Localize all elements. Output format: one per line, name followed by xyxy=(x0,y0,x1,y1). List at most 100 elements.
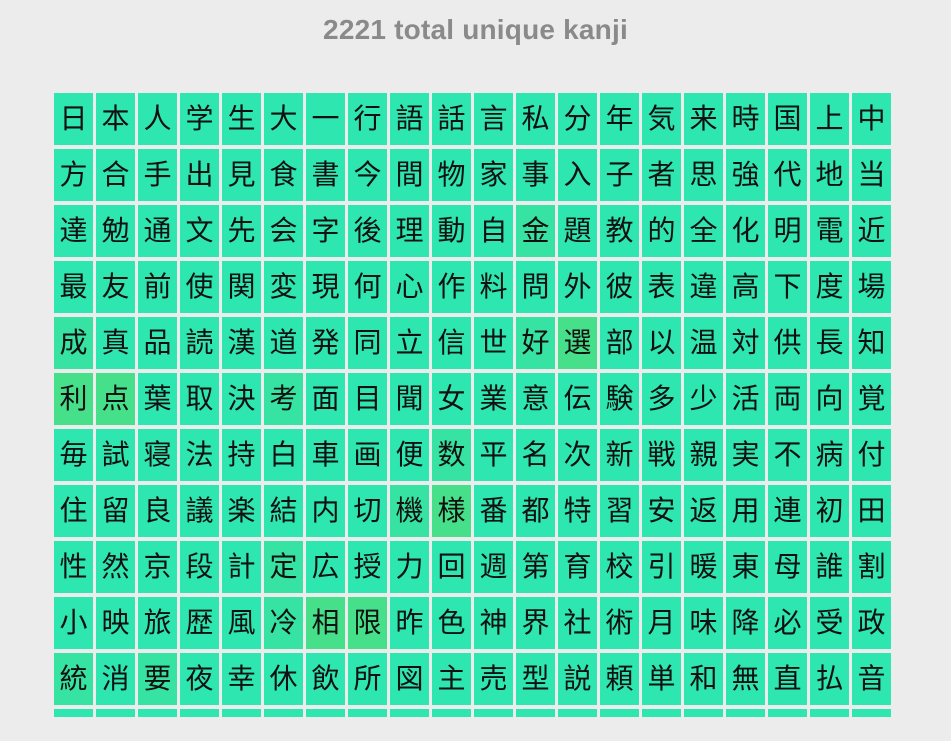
kanji-tile[interactable]: 多 xyxy=(642,373,681,425)
kanji-tile[interactable]: 上 xyxy=(810,93,849,145)
kanji-tile[interactable]: 業 xyxy=(474,373,513,425)
kanji-tile[interactable]: 場 xyxy=(852,261,891,313)
kanji-tile[interactable]: 験 xyxy=(600,373,639,425)
kanji-tile[interactable]: 社 xyxy=(558,597,597,649)
kanji-tile[interactable]: 出 xyxy=(180,149,219,201)
kanji-tile[interactable]: 子 xyxy=(600,149,639,201)
kanji-tile-partial[interactable] xyxy=(54,709,93,717)
kanji-tile[interactable]: 料 xyxy=(474,261,513,313)
kanji-tile[interactable]: 利 xyxy=(54,373,93,425)
kanji-tile[interactable]: 真 xyxy=(96,317,135,369)
kanji-tile[interactable]: 平 xyxy=(474,429,513,481)
kanji-tile[interactable]: 映 xyxy=(96,597,135,649)
kanji-tile[interactable]: 幸 xyxy=(222,653,261,705)
kanji-tile[interactable]: 番 xyxy=(474,485,513,537)
kanji-tile-partial[interactable] xyxy=(600,709,639,717)
kanji-tile[interactable]: 明 xyxy=(768,205,807,257)
kanji-tile[interactable]: 見 xyxy=(222,149,261,201)
kanji-tile[interactable]: 音 xyxy=(852,653,891,705)
kanji-tile[interactable]: 発 xyxy=(306,317,345,369)
kanji-tile[interactable]: 回 xyxy=(432,541,471,593)
kanji-tile[interactable]: 私 xyxy=(516,93,555,145)
kanji-tile[interactable]: 理 xyxy=(390,205,429,257)
kanji-tile[interactable]: 方 xyxy=(54,149,93,201)
kanji-tile[interactable]: 所 xyxy=(348,653,387,705)
kanji-tile[interactable]: 文 xyxy=(180,205,219,257)
kanji-tile[interactable]: 戦 xyxy=(642,429,681,481)
kanji-tile[interactable]: 降 xyxy=(726,597,765,649)
kanji-tile[interactable]: 不 xyxy=(768,429,807,481)
kanji-tile[interactable]: 必 xyxy=(768,597,807,649)
kanji-tile[interactable]: 返 xyxy=(684,485,723,537)
kanji-tile[interactable]: 学 xyxy=(180,93,219,145)
kanji-tile[interactable]: 来 xyxy=(684,93,723,145)
kanji-tile[interactable]: 力 xyxy=(390,541,429,593)
kanji-tile[interactable]: 実 xyxy=(726,429,765,481)
kanji-tile[interactable]: 京 xyxy=(138,541,177,593)
kanji-tile[interactable]: 連 xyxy=(768,485,807,537)
kanji-tile[interactable]: 世 xyxy=(474,317,513,369)
kanji-tile[interactable]: 金 xyxy=(516,205,555,257)
kanji-tile-partial[interactable] xyxy=(726,709,765,717)
kanji-tile[interactable]: 要 xyxy=(138,653,177,705)
kanji-tile[interactable]: 友 xyxy=(96,261,135,313)
kanji-tile-partial[interactable] xyxy=(180,709,219,717)
kanji-tile[interactable]: 割 xyxy=(852,541,891,593)
kanji-tile[interactable]: 題 xyxy=(558,205,597,257)
kanji-tile[interactable]: 毎 xyxy=(54,429,93,481)
kanji-tile[interactable]: 年 xyxy=(600,93,639,145)
kanji-tile[interactable]: 合 xyxy=(96,149,135,201)
kanji-tile[interactable]: 然 xyxy=(96,541,135,593)
kanji-tile[interactable]: 違 xyxy=(684,261,723,313)
kanji-tile[interactable]: 人 xyxy=(138,93,177,145)
kanji-tile[interactable]: 機 xyxy=(390,485,429,537)
kanji-tile[interactable]: 取 xyxy=(180,373,219,425)
kanji-tile[interactable]: 内 xyxy=(306,485,345,537)
kanji-tile-partial[interactable] xyxy=(642,709,681,717)
kanji-tile[interactable]: 後 xyxy=(348,205,387,257)
kanji-tile[interactable]: 試 xyxy=(96,429,135,481)
kanji-tile[interactable]: 物 xyxy=(432,149,471,201)
kanji-tile[interactable]: 地 xyxy=(810,149,849,201)
kanji-tile[interactable]: 間 xyxy=(390,149,429,201)
kanji-tile-partial[interactable] xyxy=(138,709,177,717)
kanji-tile[interactable]: 目 xyxy=(348,373,387,425)
kanji-tile[interactable]: 書 xyxy=(306,149,345,201)
kanji-tile[interactable]: 一 xyxy=(306,93,345,145)
kanji-tile-partial[interactable] xyxy=(768,709,807,717)
kanji-tile[interactable]: 特 xyxy=(558,485,597,537)
kanji-tile[interactable]: 定 xyxy=(264,541,303,593)
kanji-tile-partial[interactable] xyxy=(264,709,303,717)
kanji-tile[interactable]: 時 xyxy=(726,93,765,145)
kanji-tile[interactable]: 先 xyxy=(222,205,261,257)
kanji-tile[interactable]: 関 xyxy=(222,261,261,313)
kanji-tile[interactable]: 表 xyxy=(642,261,681,313)
kanji-tile[interactable]: 度 xyxy=(810,261,849,313)
kanji-tile[interactable]: 向 xyxy=(810,373,849,425)
kanji-tile[interactable]: 信 xyxy=(432,317,471,369)
kanji-tile[interactable]: 化 xyxy=(726,205,765,257)
kanji-tile[interactable]: 東 xyxy=(726,541,765,593)
kanji-tile[interactable]: 性 xyxy=(54,541,93,593)
kanji-tile[interactable]: 食 xyxy=(264,149,303,201)
kanji-tile[interactable]: 月 xyxy=(642,597,681,649)
kanji-tile[interactable]: 女 xyxy=(432,373,471,425)
kanji-tile[interactable]: 決 xyxy=(222,373,261,425)
kanji-tile[interactable]: 話 xyxy=(432,93,471,145)
kanji-tile[interactable]: 思 xyxy=(684,149,723,201)
kanji-tile[interactable]: 誰 xyxy=(810,541,849,593)
kanji-tile[interactable]: 通 xyxy=(138,205,177,257)
kanji-tile[interactable]: 術 xyxy=(600,597,639,649)
kanji-tile[interactable]: 長 xyxy=(810,317,849,369)
kanji-tile[interactable]: 数 xyxy=(432,429,471,481)
kanji-tile[interactable]: 現 xyxy=(306,261,345,313)
kanji-tile[interactable]: 的 xyxy=(642,205,681,257)
kanji-tile[interactable]: 用 xyxy=(726,485,765,537)
kanji-tile[interactable]: 意 xyxy=(516,373,555,425)
kanji-tile[interactable]: 広 xyxy=(306,541,345,593)
kanji-tile-partial[interactable] xyxy=(684,709,723,717)
kanji-tile[interactable]: 風 xyxy=(222,597,261,649)
kanji-tile[interactable]: 授 xyxy=(348,541,387,593)
kanji-tile[interactable]: 国 xyxy=(768,93,807,145)
kanji-tile[interactable]: 少 xyxy=(684,373,723,425)
